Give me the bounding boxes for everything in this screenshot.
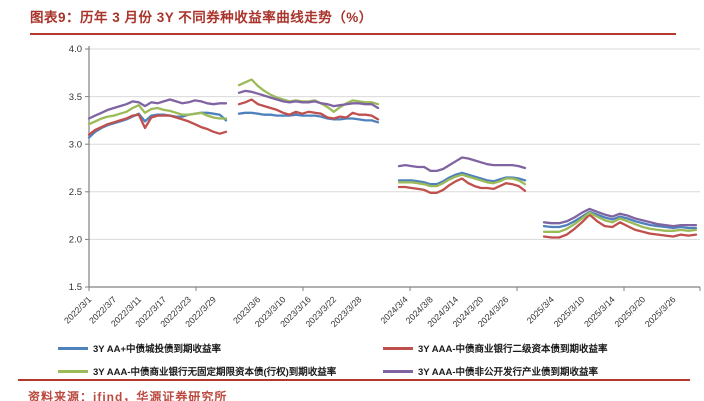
series-green-2024 — [397, 173, 527, 188]
x-tick-label: 2025/3/10 — [552, 294, 587, 329]
legend-marker-blue — [58, 346, 88, 350]
series-green-2022 — [87, 104, 228, 126]
y-tick-label: 3.0 — [69, 139, 82, 150]
y-tick-label: 2.0 — [69, 235, 82, 246]
series-red-2023 — [237, 98, 380, 121]
legend-item-red: 3Y AAA-中债商业银行二级资本债到期收益率 — [383, 341, 607, 355]
footer-rule — [18, 379, 690, 381]
series-purple-2024 — [397, 156, 527, 173]
x-tick-label: 2025/3/20 — [612, 294, 647, 329]
y-tick-label: 1.5 — [69, 282, 82, 293]
series-red-2025 — [542, 213, 698, 239]
legend-item-purple: 3Y AAA-中债非公开发行产业债到期收益率 — [383, 364, 598, 378]
yield-line-chart: 4.03.53.02.52.01.52022/3/12022/3/72022/3… — [62, 44, 701, 329]
legend-marker-red — [383, 346, 413, 350]
series-purple-2023 — [237, 89, 380, 110]
y-tick-label: 2.5 — [69, 187, 82, 198]
legend-label-purple: 3Y AAA-中债非公开发行产业债到期收益率 — [418, 367, 598, 378]
series-blue-2024 — [397, 171, 527, 186]
figure-title: 图表9：历年 3 月份 3Y 不同券种收益率曲线走势（%） — [30, 10, 373, 25]
x-tick-label: 2025/3/26 — [643, 294, 678, 329]
y-tick-label: 3.5 — [69, 92, 82, 103]
series-blue-2023 — [237, 111, 380, 124]
series-blue-2025 — [542, 210, 698, 230]
series-red-2022 — [87, 113, 228, 136]
source-note: 资料来源：ifind，华源证券研究所 — [28, 390, 228, 401]
x-tick-label: 2025/3/14 — [582, 294, 617, 329]
series-red-2024 — [397, 177, 527, 194]
legend-label-red: 3Y AAA-中债商业银行二级资本债到期收益率 — [418, 344, 608, 355]
series-green-2023 — [237, 78, 380, 113]
series-green-2025 — [542, 211, 698, 233]
legend-label-blue: 3Y AA+中债城投债到期收益率 — [93, 344, 222, 355]
legend-label-green: 3Y AAA-中债商业银行无固定期限资本债(行权)到期收益率 — [93, 367, 337, 378]
legend-item-blue: 3Y AA+中债城投债到期收益率 — [58, 341, 221, 355]
title-rule — [30, 33, 676, 35]
legend-marker-purple — [383, 369, 413, 373]
legend-marker-green — [58, 369, 88, 373]
series-purple-2022 — [87, 98, 228, 120]
y-tick-label: 4.0 — [69, 44, 82, 55]
legend-item-green: 3Y AAA-中债商业银行无固定期限资本债(行权)到期收益率 — [58, 364, 336, 378]
series-purple-2025 — [542, 207, 698, 228]
